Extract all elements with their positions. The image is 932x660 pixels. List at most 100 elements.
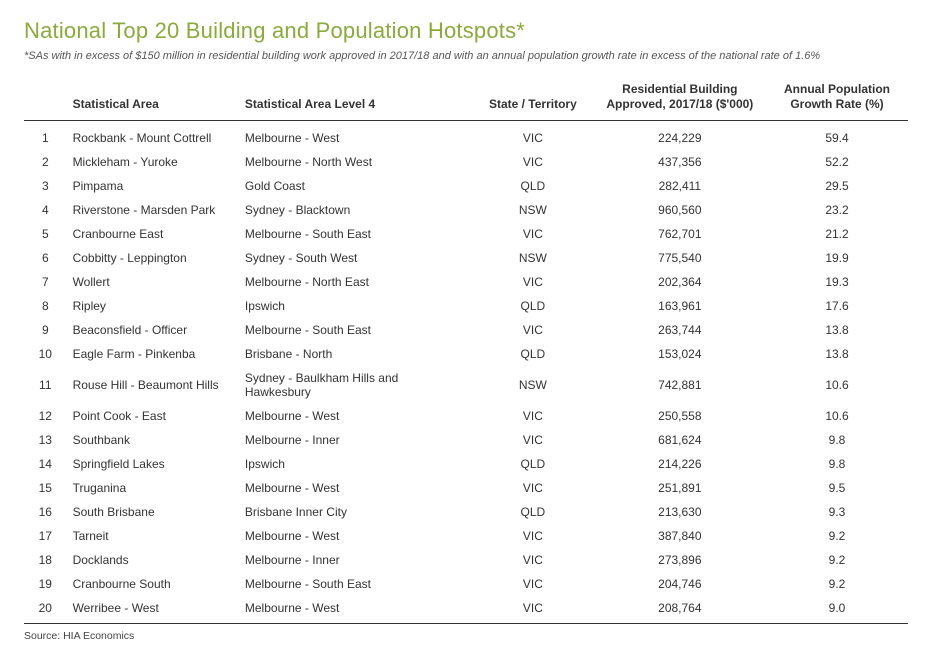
cell-sa4: Brisbane Inner City [239, 500, 472, 524]
cell-sa4: Melbourne - South East [239, 222, 472, 246]
cell-resi: 213,630 [594, 500, 766, 524]
cell-rate: 10.6 [766, 366, 908, 404]
table-row: 16South BrisbaneBrisbane Inner CityQLD21… [24, 500, 908, 524]
cell-sa: Truganina [67, 476, 239, 500]
cell-resi: 224,229 [594, 121, 766, 151]
cell-rank: 16 [24, 500, 67, 524]
cell-rank: 20 [24, 596, 67, 624]
cell-state: VIC [472, 150, 594, 174]
cell-rank: 18 [24, 548, 67, 572]
cell-state: QLD [472, 342, 594, 366]
cell-sa: Cobbitty - Leppington [67, 246, 239, 270]
cell-resi: 214,226 [594, 452, 766, 476]
cell-rank: 14 [24, 452, 67, 476]
cell-sa4: Ipswich [239, 452, 472, 476]
table-row: 5Cranbourne EastMelbourne - South EastVI… [24, 222, 908, 246]
cell-resi: 775,540 [594, 246, 766, 270]
cell-resi: 163,961 [594, 294, 766, 318]
cell-sa4: Melbourne - Inner [239, 548, 472, 572]
cell-sa: Point Cook - East [67, 404, 239, 428]
cell-state: VIC [472, 404, 594, 428]
table-row: 17TarneitMelbourne - WestVIC387,8409.2 [24, 524, 908, 548]
cell-rate: 29.5 [766, 174, 908, 198]
col-header-rank [24, 76, 67, 121]
cell-state: VIC [472, 476, 594, 500]
cell-rate: 23.2 [766, 198, 908, 222]
cell-resi: 742,881 [594, 366, 766, 404]
cell-sa4: Melbourne - North West [239, 150, 472, 174]
cell-state: VIC [472, 428, 594, 452]
cell-rate: 9.2 [766, 548, 908, 572]
cell-state: VIC [472, 222, 594, 246]
cell-sa4: Gold Coast [239, 174, 472, 198]
cell-sa4: Brisbane - North [239, 342, 472, 366]
cell-sa4: Melbourne - South East [239, 318, 472, 342]
cell-sa4: Melbourne - West [239, 404, 472, 428]
table-row: 7WollertMelbourne - North EastVIC202,364… [24, 270, 908, 294]
cell-sa: Docklands [67, 548, 239, 572]
cell-sa4: Melbourne - Inner [239, 428, 472, 452]
table-header-row: Statistical Area Statistical Area Level … [24, 76, 908, 121]
cell-rate: 19.9 [766, 246, 908, 270]
col-header-sa: Statistical Area [67, 76, 239, 121]
col-header-state: State / Territory [472, 76, 594, 121]
table-row: 4Riverstone - Marsden ParkSydney - Black… [24, 198, 908, 222]
cell-resi: 762,701 [594, 222, 766, 246]
cell-rate: 21.2 [766, 222, 908, 246]
cell-state: VIC [472, 318, 594, 342]
cell-rank: 7 [24, 270, 67, 294]
cell-resi: 251,891 [594, 476, 766, 500]
cell-rank: 8 [24, 294, 67, 318]
table-row: 19Cranbourne SouthMelbourne - South East… [24, 572, 908, 596]
table-row: 14Springfield LakesIpswichQLD214,2269.8 [24, 452, 908, 476]
cell-state: QLD [472, 294, 594, 318]
cell-rank: 9 [24, 318, 67, 342]
cell-resi: 208,764 [594, 596, 766, 624]
cell-sa4: Sydney - South West [239, 246, 472, 270]
cell-resi: 437,356 [594, 150, 766, 174]
cell-rate: 9.2 [766, 572, 908, 596]
cell-resi: 387,840 [594, 524, 766, 548]
table-row: 11Rouse Hill - Beaumont HillsSydney - Ba… [24, 366, 908, 404]
cell-sa4: Ipswich [239, 294, 472, 318]
cell-rate: 13.8 [766, 318, 908, 342]
cell-state: VIC [472, 596, 594, 624]
page-title: National Top 20 Building and Population … [24, 18, 908, 44]
cell-rank: 5 [24, 222, 67, 246]
cell-resi: 273,896 [594, 548, 766, 572]
cell-sa4: Melbourne - West [239, 121, 472, 151]
cell-sa4: Melbourne - West [239, 476, 472, 500]
cell-resi: 204,746 [594, 572, 766, 596]
cell-rank: 1 [24, 121, 67, 151]
table-row: 1Rockbank - Mount CottrellMelbourne - We… [24, 121, 908, 151]
cell-sa: Cranbourne East [67, 222, 239, 246]
table-row: 9Beaconsfield - OfficerMelbourne - South… [24, 318, 908, 342]
cell-rate: 17.6 [766, 294, 908, 318]
cell-sa: South Brisbane [67, 500, 239, 524]
cell-sa4: Melbourne - West [239, 596, 472, 624]
cell-sa: Pimpama [67, 174, 239, 198]
cell-rate: 59.4 [766, 121, 908, 151]
cell-rank: 11 [24, 366, 67, 404]
page-subtitle: *SAs with in excess of $150 million in r… [24, 50, 908, 62]
cell-resi: 282,411 [594, 174, 766, 198]
cell-sa4: Melbourne - South East [239, 572, 472, 596]
cell-state: QLD [472, 500, 594, 524]
cell-resi: 153,024 [594, 342, 766, 366]
cell-sa4: Sydney - Blacktown [239, 198, 472, 222]
cell-sa: Mickleham - Yuroke [67, 150, 239, 174]
cell-state: VIC [472, 524, 594, 548]
cell-sa4: Melbourne - West [239, 524, 472, 548]
cell-sa: Beaconsfield - Officer [67, 318, 239, 342]
cell-sa: Rockbank - Mount Cottrell [67, 121, 239, 151]
cell-rate: 13.8 [766, 342, 908, 366]
cell-resi: 250,558 [594, 404, 766, 428]
cell-sa: Ripley [67, 294, 239, 318]
table-row: 12Point Cook - EastMelbourne - WestVIC25… [24, 404, 908, 428]
table-row: 15TruganinaMelbourne - WestVIC251,8919.5 [24, 476, 908, 500]
table-row: 13SouthbankMelbourne - InnerVIC681,6249.… [24, 428, 908, 452]
source-note: Source: HIA Economics [24, 630, 908, 642]
cell-state: QLD [472, 452, 594, 476]
cell-sa: Rouse Hill - Beaumont Hills [67, 366, 239, 404]
cell-rate: 9.2 [766, 524, 908, 548]
